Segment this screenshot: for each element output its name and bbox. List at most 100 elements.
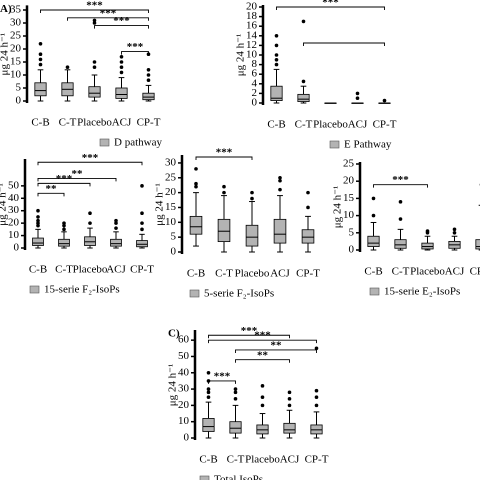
legend-swatch	[329, 140, 340, 149]
y-tick-label: 20	[165, 186, 177, 198]
y-tick-label: 16	[246, 20, 258, 32]
x-tick-label: Placebo	[73, 264, 108, 276]
outlier	[92, 65, 97, 69]
x-tick-label: C-B	[187, 268, 205, 280]
legend-swatch	[189, 289, 200, 298]
outlier	[278, 175, 282, 180]
outlier	[119, 60, 124, 64]
outlier	[274, 53, 279, 57]
outlier	[206, 395, 211, 400]
outlier	[371, 213, 376, 218]
x-tick-label: C-B	[199, 454, 217, 466]
y-tick-label: 60	[178, 334, 190, 346]
significance-label: ***	[254, 330, 271, 342]
y-tick-label: 10	[165, 216, 177, 228]
box	[475, 239, 480, 250]
x-tick-label: Placebo	[77, 117, 112, 129]
outlier	[287, 397, 292, 401]
x-tick-label: C-T	[392, 266, 410, 278]
y-tick-label: 30	[178, 383, 190, 395]
y-tick-label: 35	[10, 4, 22, 16]
outlier	[146, 68, 151, 72]
outlier	[36, 223, 40, 228]
legend-label: E Pathway	[344, 139, 392, 151]
box	[142, 92, 155, 101]
outlier	[88, 221, 92, 225]
significance-label: ***	[127, 41, 144, 53]
x-tick-label: Placebo	[245, 454, 280, 466]
x-tick-label: Placebo	[313, 119, 348, 131]
box	[32, 237, 44, 246]
outlier	[65, 65, 70, 69]
outlier	[62, 227, 66, 232]
legend-swatch	[29, 285, 40, 294]
y-axis-label: μg 24 h⁻¹	[235, 34, 247, 77]
outlier	[62, 221, 66, 225]
outlier	[36, 208, 40, 213]
outlier	[114, 221, 118, 225]
outlier	[92, 18, 97, 23]
legend-swatch	[99, 138, 110, 147]
box	[283, 422, 296, 434]
outlier	[222, 190, 226, 195]
outlier	[250, 190, 254, 195]
box	[301, 229, 315, 244]
outlier	[36, 221, 40, 225]
bracket	[37, 192, 65, 197]
y-tick-label: 10	[343, 209, 355, 221]
outlier	[301, 79, 306, 84]
outlier	[233, 390, 238, 395]
y-axis-label: μg 24 h⁻¹	[0, 183, 9, 226]
y-axis-label: μg 24 h⁻¹	[0, 33, 11, 76]
bracket	[121, 51, 149, 55]
y-tick-label: 30	[10, 17, 22, 29]
outlier	[140, 227, 144, 232]
x-tick-label: ACJ	[106, 264, 126, 276]
outlier	[36, 215, 40, 219]
outlier	[119, 70, 124, 75]
outlier	[114, 226, 118, 230]
box	[270, 85, 283, 101]
outlier	[452, 231, 457, 235]
box	[88, 86, 101, 98]
bracket	[67, 17, 149, 21]
outlier	[278, 178, 282, 183]
significance-label: **	[257, 349, 269, 361]
y-tick-label: 5	[349, 226, 355, 238]
y-tick-label: 4	[252, 77, 258, 89]
legend-swatch	[369, 287, 380, 296]
y-tick-label: 2	[252, 87, 258, 99]
legend-label: 15-serie E₂-IsoPs	[384, 286, 460, 298]
box	[245, 224, 259, 247]
outlier	[222, 184, 226, 189]
outlier	[306, 190, 310, 195]
outlier	[194, 184, 198, 189]
significance-label: ***	[214, 370, 231, 382]
outlier	[114, 218, 118, 223]
outlier	[274, 62, 279, 67]
x-tick-label: Placebo	[410, 266, 445, 278]
legend-swatch	[199, 475, 210, 480]
x-tick-label: C-T	[59, 117, 77, 129]
bracket	[276, 6, 385, 10]
significance-label: ***	[82, 152, 99, 164]
outlier	[206, 387, 211, 391]
y-tick-label: 10	[246, 49, 258, 61]
outlier	[146, 73, 151, 77]
outlier	[301, 19, 306, 24]
box	[189, 215, 203, 235]
outlier	[119, 65, 124, 69]
y-tick-label: 50	[178, 350, 190, 362]
y-tick-label: 15	[165, 201, 177, 213]
outlier	[274, 34, 279, 38]
outlier	[38, 42, 43, 46]
x-tick-label: C-B	[364, 266, 382, 278]
box	[229, 421, 242, 434]
significance-label: ***	[113, 15, 130, 27]
bracket	[37, 161, 143, 166]
significance-label: ***	[322, 0, 339, 9]
box	[34, 82, 47, 97]
significance-label: **	[72, 168, 84, 180]
x-tick-label: CP-T	[296, 268, 320, 280]
